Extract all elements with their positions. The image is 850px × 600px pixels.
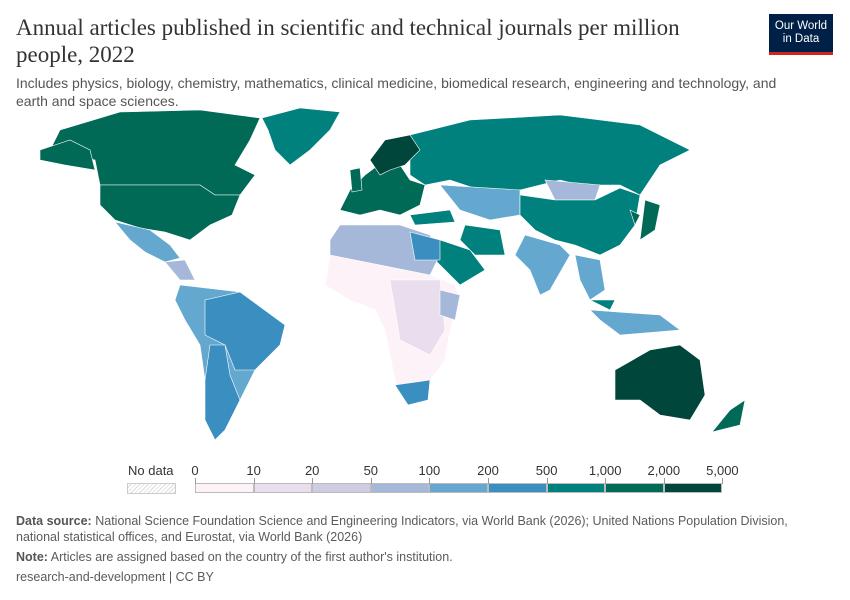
- note-label: Note:: [16, 550, 48, 564]
- legend-tick-mark: [312, 478, 314, 484]
- legend-bin-2[interactable]: [312, 483, 371, 493]
- note-text: Articles are assigned based on the count…: [50, 550, 453, 564]
- legend-tick: 20: [304, 463, 320, 478]
- legend-tick: 10: [246, 463, 261, 478]
- legend-tick: 200: [477, 463, 499, 478]
- legend-tick-mark: [429, 478, 431, 484]
- legend-tick: 100: [418, 463, 441, 478]
- legend-bin-6[interactable]: [546, 483, 606, 493]
- owid-logo[interactable]: Our World in Data: [769, 14, 833, 55]
- legend-tick-mark: [370, 478, 372, 484]
- legend-tick: 5,000: [706, 463, 739, 478]
- legend-tick-mark: [722, 478, 724, 484]
- legend-tick-mark: [253, 478, 255, 484]
- legend-bin-3[interactable]: [370, 483, 430, 493]
- country-region[interactable]: [589, 299, 616, 311]
- logo-text: Our World in Data: [774, 20, 828, 45]
- footer: Data source: National Science Foundation…: [16, 513, 826, 585]
- license-text: research-and-development | CC BY: [16, 570, 214, 584]
- legend-bin-4[interactable]: [429, 483, 488, 493]
- country-region[interactable]: [349, 167, 363, 193]
- legend-bin-7[interactable]: [605, 483, 664, 493]
- country-region[interactable]: [164, 259, 196, 281]
- country-region[interactable]: [514, 234, 571, 296]
- country-region[interactable]: [614, 344, 706, 421]
- country-region[interactable]: [439, 184, 521, 221]
- no-data-swatch: [127, 483, 176, 494]
- legend-tick-mark: [605, 478, 607, 484]
- country-region[interactable]: [519, 187, 641, 256]
- world-map: [39, 107, 746, 441]
- country-region[interactable]: [114, 221, 181, 263]
- legend-bin-5[interactable]: [488, 483, 547, 493]
- source-text: National Science Foundation Science and …: [16, 514, 788, 544]
- source-label: Data source:: [16, 514, 92, 528]
- country-region[interactable]: [204, 344, 241, 441]
- country-region[interactable]: [409, 209, 456, 226]
- legend-bin-0[interactable]: [195, 483, 254, 493]
- country-region[interactable]: [439, 289, 461, 321]
- legend-tick: 1,000: [588, 463, 622, 478]
- country-region[interactable]: [339, 159, 426, 216]
- no-data-label: No data: [128, 463, 174, 478]
- country-region[interactable]: [409, 231, 441, 261]
- country-region[interactable]: [394, 379, 431, 406]
- legend-tick: 50: [363, 463, 379, 478]
- legend-tick-mark: [488, 478, 489, 484]
- country-region[interactable]: [389, 279, 446, 356]
- country-region[interactable]: [459, 224, 506, 256]
- legend-tick: 500: [535, 463, 558, 478]
- country-region[interactable]: [204, 291, 286, 371]
- legend-tick-mark: [546, 478, 548, 484]
- legend-tick-mark: [663, 478, 665, 484]
- country-region[interactable]: [369, 134, 421, 176]
- legend-tick-mark: [195, 478, 196, 484]
- legend-tick: 2,000: [647, 463, 681, 478]
- country-region[interactable]: [629, 209, 641, 226]
- country-region[interactable]: [574, 254, 606, 301]
- country-region[interactable]: [589, 309, 681, 336]
- legend-tick: 0: [191, 463, 199, 478]
- country-region[interactable]: [711, 399, 746, 433]
- country-region[interactable]: [39, 139, 96, 171]
- country-region[interactable]: [261, 107, 341, 166]
- country-region[interactable]: [99, 184, 241, 241]
- legend-bin-8[interactable]: [663, 483, 723, 493]
- map-legend: No data 0 10 20 50 100 200 500 1,000 2,000 5,000: [0, 460, 850, 500]
- legend-bin-1[interactable]: [253, 483, 313, 493]
- country-region[interactable]: [639, 199, 661, 241]
- chart-title: Annual articles published in scientific …: [16, 15, 680, 67]
- chart-subtitle: Includes physics, biology, chemistry, ma…: [16, 75, 777, 109]
